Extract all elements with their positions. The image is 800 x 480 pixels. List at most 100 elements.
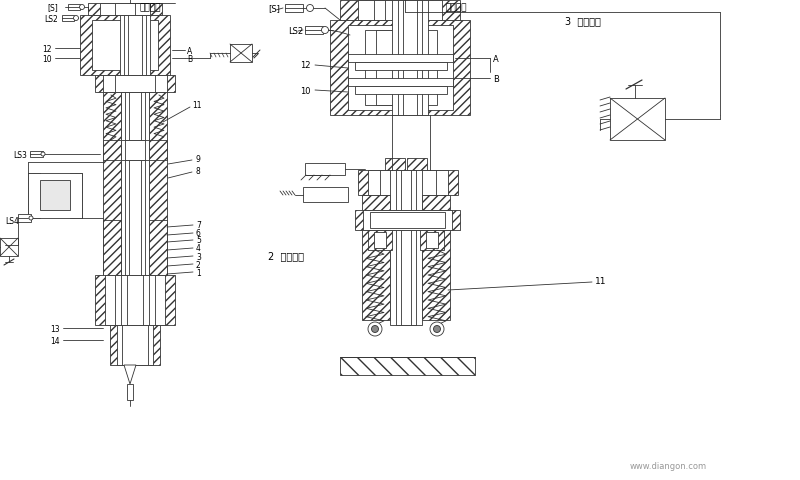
Bar: [380, 171, 436, 195]
Bar: [363, 211, 452, 230]
Bar: [129, 76, 141, 315]
Circle shape: [430, 323, 444, 336]
Bar: [121, 76, 149, 315]
Bar: [340, 357, 475, 375]
Bar: [358, 1, 442, 21]
Bar: [610, 99, 665, 141]
Text: B: B: [187, 54, 192, 63]
Bar: [305, 164, 345, 176]
Text: 12: 12: [42, 45, 51, 53]
Bar: [362, 195, 390, 320]
Bar: [40, 180, 70, 211]
Text: B: B: [493, 74, 499, 84]
Bar: [370, 213, 445, 228]
Bar: [68, 5, 80, 11]
Text: A: A: [187, 47, 192, 55]
Bar: [127, 276, 143, 325]
Bar: [62, 16, 74, 22]
Bar: [149, 220, 167, 315]
Bar: [390, 171, 422, 325]
Circle shape: [29, 216, 33, 220]
Bar: [385, 1, 415, 21]
Circle shape: [434, 326, 441, 333]
Bar: [95, 76, 175, 93]
Bar: [103, 76, 167, 93]
Bar: [95, 276, 175, 325]
Text: LS3: LS3: [13, 150, 27, 159]
Bar: [149, 76, 167, 315]
Bar: [88, 4, 162, 16]
Bar: [303, 188, 348, 203]
Text: 12: 12: [300, 61, 310, 71]
Bar: [0, 239, 18, 256]
Bar: [355, 87, 447, 95]
Text: 10: 10: [300, 86, 310, 96]
Bar: [374, 1, 426, 21]
Bar: [103, 141, 121, 161]
Text: 5: 5: [196, 236, 201, 245]
Text: [S]: [S]: [47, 3, 58, 12]
Text: 7: 7: [196, 221, 201, 230]
Bar: [70, 174, 82, 218]
Bar: [28, 174, 40, 218]
Text: 6: 6: [196, 229, 201, 238]
Bar: [403, 1, 417, 116]
Circle shape: [322, 27, 329, 35]
Bar: [230, 45, 252, 63]
Circle shape: [306, 5, 314, 12]
Text: 9: 9: [195, 154, 200, 163]
Bar: [355, 63, 447, 71]
Text: 压缩空气: 压缩空气: [445, 3, 466, 12]
Bar: [149, 141, 167, 161]
Bar: [420, 230, 444, 251]
Bar: [125, 141, 145, 161]
Text: 8: 8: [195, 166, 200, 175]
Bar: [103, 76, 121, 315]
Text: 3  清除切屑: 3 清除切屑: [565, 16, 601, 26]
Text: 2  刀具松开: 2 刀具松开: [268, 251, 304, 261]
Bar: [120, 16, 150, 76]
Text: LS2: LS2: [44, 14, 58, 24]
Bar: [365, 31, 437, 106]
Bar: [348, 26, 453, 111]
Bar: [122, 325, 148, 365]
Bar: [348, 55, 453, 63]
Bar: [124, 16, 146, 76]
Bar: [100, 4, 150, 16]
Text: 3: 3: [196, 252, 201, 261]
Circle shape: [371, 326, 378, 333]
Bar: [115, 276, 155, 325]
Bar: [396, 171, 416, 325]
Bar: [92, 21, 158, 71]
Circle shape: [368, 323, 382, 336]
Text: [S]: [S]: [268, 4, 280, 13]
Bar: [30, 152, 43, 157]
Bar: [115, 76, 155, 93]
Text: 2: 2: [196, 260, 201, 269]
Bar: [376, 31, 426, 106]
Bar: [392, 1, 428, 116]
Text: 14: 14: [50, 336, 60, 345]
Circle shape: [74, 16, 78, 22]
Bar: [285, 5, 303, 13]
Circle shape: [41, 153, 45, 156]
Bar: [385, 159, 405, 171]
Text: LS2: LS2: [288, 26, 303, 36]
Bar: [115, 4, 135, 16]
Bar: [18, 215, 31, 223]
Bar: [401, 171, 411, 325]
Text: www.diangon.com: www.diangon.com: [630, 462, 707, 470]
Bar: [348, 79, 453, 87]
Text: 13: 13: [50, 324, 60, 333]
Bar: [128, 16, 142, 76]
Bar: [355, 211, 460, 230]
Bar: [105, 276, 165, 325]
Bar: [398, 1, 422, 116]
Bar: [422, 195, 450, 320]
Bar: [103, 220, 121, 315]
Bar: [330, 21, 470, 116]
Text: A: A: [493, 54, 498, 63]
Text: 4: 4: [196, 244, 201, 253]
Bar: [358, 171, 458, 195]
Bar: [374, 232, 386, 249]
